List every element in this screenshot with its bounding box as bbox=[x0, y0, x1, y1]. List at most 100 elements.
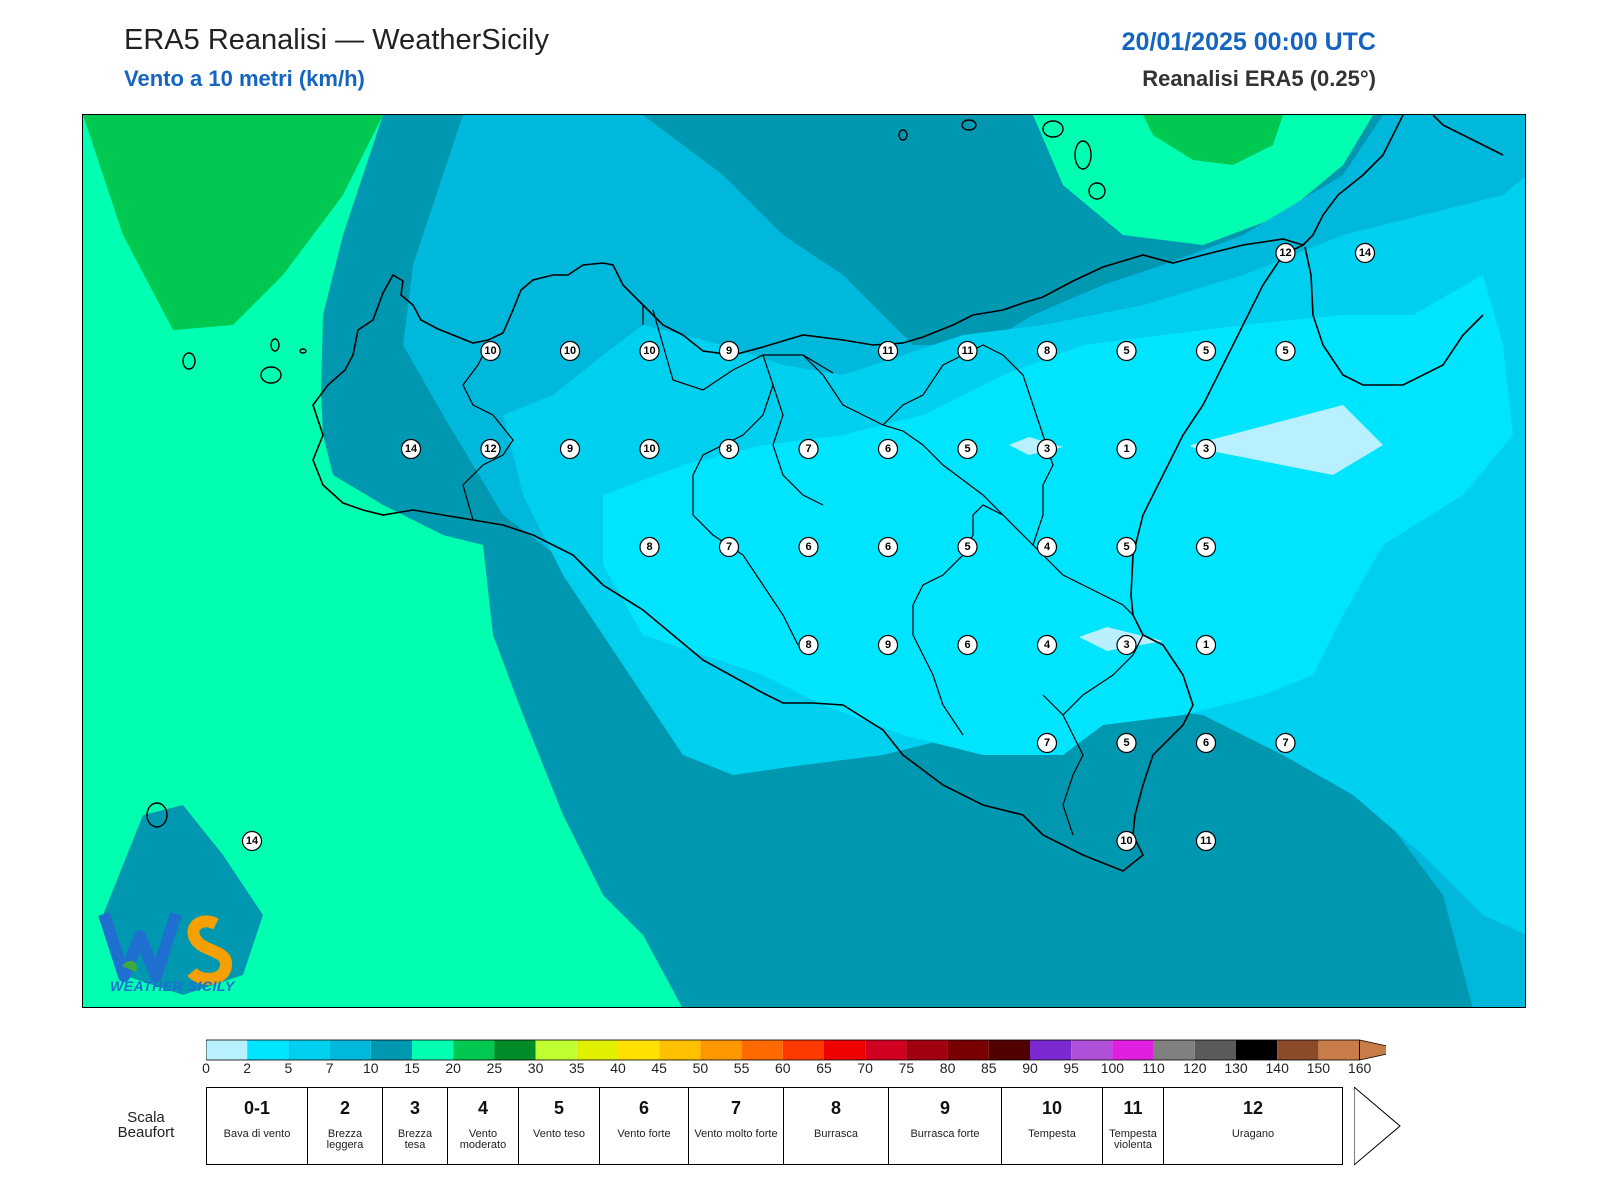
colorbar-segment bbox=[1277, 1040, 1319, 1060]
colorbar-segment bbox=[247, 1040, 289, 1060]
beaufort-number: 9 bbox=[939, 1098, 950, 1118]
colorbar-segment bbox=[1071, 1040, 1113, 1060]
station-circle bbox=[559, 340, 581, 362]
beaufort-number: 2 bbox=[339, 1098, 350, 1118]
colorbar-segment bbox=[1236, 1040, 1278, 1060]
beaufort-class: 8 Burrasca bbox=[783, 1087, 889, 1165]
station-value: 11 bbox=[962, 345, 974, 357]
station-marker: 5 bbox=[957, 438, 978, 460]
beaufort-class: 5 Vento teso bbox=[518, 1087, 600, 1165]
colorbar-segment bbox=[535, 1040, 577, 1060]
colorbar-segment bbox=[412, 1040, 454, 1060]
station-value: 5 bbox=[1282, 345, 1288, 357]
station-circle bbox=[480, 340, 501, 362]
station-circle bbox=[1116, 536, 1137, 558]
colorbar-tick-label: 65 bbox=[816, 1060, 832, 1076]
colorbar-tick-label: 20 bbox=[445, 1060, 461, 1076]
valid-datetime: 20/01/2025 00:00 UTC bbox=[1121, 28, 1376, 56]
beaufort-description: Brezza tesa bbox=[397, 1128, 433, 1151]
colorbar-segment bbox=[988, 1040, 1030, 1060]
map-subtitle: Vento a 10 metri (km/h) bbox=[124, 66, 365, 91]
station-marker: 8 bbox=[639, 536, 660, 558]
beaufort-class: 3 Brezza tesa bbox=[382, 1087, 448, 1165]
station-circle bbox=[1116, 830, 1137, 852]
station-circle bbox=[1275, 242, 1296, 264]
colorbar-tick-label: 70 bbox=[857, 1060, 873, 1076]
station-circle bbox=[877, 536, 899, 558]
colorbar-segment bbox=[1112, 1040, 1154, 1060]
colorbar-tick-label: 120 bbox=[1183, 1060, 1207, 1076]
station-marker: 8 bbox=[718, 438, 740, 460]
station-marker: 10 bbox=[639, 438, 660, 460]
beaufort-description: Uragano bbox=[1231, 1128, 1275, 1140]
station-value: 8 bbox=[646, 541, 652, 553]
colorbar-segment bbox=[947, 1040, 989, 1060]
data-source: Reanalisi ERA5 (0.25°) bbox=[1142, 66, 1376, 91]
beaufort-description: Burrasca bbox=[813, 1128, 859, 1140]
station-marker: 8 bbox=[1036, 340, 1058, 362]
station-circle bbox=[1036, 536, 1058, 558]
station-value: 14 bbox=[1359, 247, 1372, 259]
station-value: 7 bbox=[805, 443, 811, 455]
colorbar-tick-label: 100 bbox=[1100, 1060, 1125, 1076]
station-circle bbox=[1116, 438, 1137, 460]
station-circle bbox=[718, 438, 740, 460]
beaufort-number: 10 bbox=[1041, 1098, 1063, 1118]
colorbar-tick-label: 95 bbox=[1063, 1060, 1079, 1076]
station-value: 9 bbox=[726, 345, 732, 357]
colorbar-tick-label: 40 bbox=[610, 1060, 626, 1076]
colorbar-tick-label: 55 bbox=[733, 1060, 750, 1076]
beaufort-number: 6 bbox=[638, 1098, 649, 1118]
colorbar-tick-label: 160 bbox=[1347, 1060, 1372, 1076]
station-circle bbox=[957, 438, 978, 460]
beaufort-class: 9 Burrasca forte bbox=[888, 1087, 1002, 1165]
station-marker: 6 bbox=[798, 536, 819, 558]
province-borders bbox=[462, 305, 1144, 836]
station-marker: 9 bbox=[877, 634, 899, 656]
colorbar-segment bbox=[741, 1040, 783, 1060]
station-value: 3 bbox=[1123, 639, 1129, 651]
station-value: 4 bbox=[1044, 541, 1051, 553]
beaufort-arrow-icon bbox=[1354, 1087, 1401, 1166]
station-circle bbox=[1275, 340, 1296, 362]
colorbar-tick-label: 10 bbox=[363, 1060, 379, 1076]
station-marker: 9 bbox=[559, 438, 581, 460]
wind-map: 14 10 10 10 9 11 11 8 5 5 5 12 14 12 9 10 8 7 6 5 3 1 3 8 7 6 6 5 4 5… bbox=[82, 114, 1526, 1008]
station-value: 7 bbox=[1044, 737, 1050, 749]
station-circle bbox=[559, 438, 581, 460]
station-marker: 10 bbox=[480, 340, 501, 362]
station-value: 5 bbox=[1123, 345, 1129, 357]
station-value: 6 bbox=[964, 639, 970, 651]
station-value: 6 bbox=[1203, 737, 1209, 749]
wind-band-15-20-northeast bbox=[1033, 115, 1373, 245]
station-circle bbox=[241, 830, 263, 852]
colorbar-tick-label: 35 bbox=[569, 1060, 585, 1076]
colorbar-tick-label: 2 bbox=[243, 1060, 252, 1076]
station-marker: 3 bbox=[1116, 634, 1137, 656]
station-circle bbox=[1354, 242, 1376, 264]
station-value: 10 bbox=[484, 345, 496, 357]
station-marker: 5 bbox=[957, 536, 978, 558]
colorbar-tick-label: 30 bbox=[527, 1060, 544, 1076]
station-marker: 11 bbox=[877, 340, 899, 362]
station-marker: 7 bbox=[1275, 732, 1296, 754]
station-circle bbox=[1036, 732, 1058, 754]
station-marker: 10 bbox=[1116, 830, 1137, 852]
station-marker: 1 bbox=[1195, 634, 1217, 656]
colorbar-segment bbox=[824, 1040, 866, 1060]
beaufort-class: 10 Tempesta bbox=[1001, 1087, 1103, 1165]
beaufort-number: 5 bbox=[553, 1098, 564, 1118]
wind-band-20-25-northeast bbox=[1143, 115, 1283, 165]
station-marker: 5 bbox=[1195, 536, 1217, 558]
station-circle bbox=[1116, 634, 1137, 656]
colorbar-segment bbox=[659, 1040, 701, 1060]
station-value: 10 bbox=[1120, 835, 1132, 847]
beaufort-class: 11 Tempesta violenta bbox=[1102, 1087, 1164, 1165]
beaufort-class: 6 Vento forte bbox=[599, 1087, 689, 1165]
small-islands bbox=[146, 119, 1106, 828]
colorbar-tick-label: 80 bbox=[939, 1060, 956, 1076]
station-circle bbox=[639, 438, 660, 460]
colorbar-tick-label: 90 bbox=[1022, 1060, 1038, 1076]
station-value: 11 bbox=[882, 345, 894, 357]
station-value: 9 bbox=[885, 639, 891, 651]
